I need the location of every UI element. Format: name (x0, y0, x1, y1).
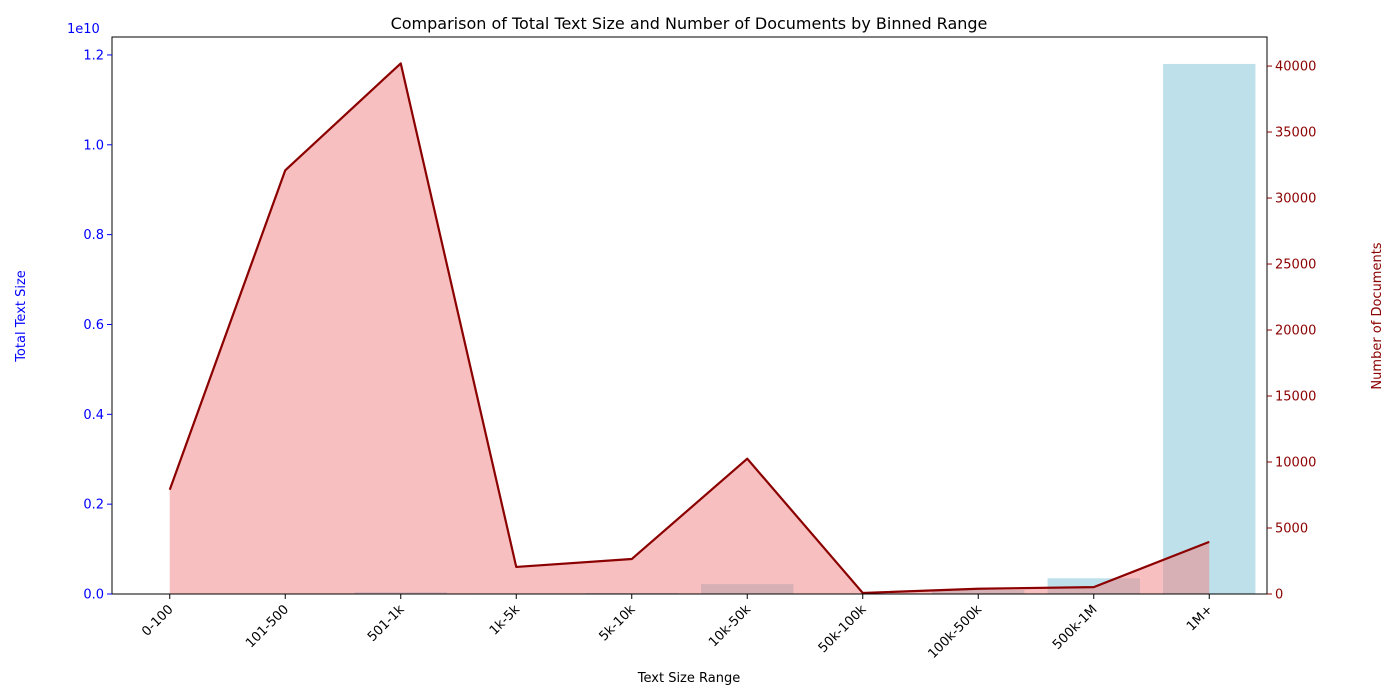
left-axis-label: Total Text Size (14, 270, 29, 363)
right-tick-label-6: 30000 (1275, 192, 1316, 207)
left-axis-multiplier: 1e10 (67, 22, 100, 37)
left-tick-label-1: 0.2 (83, 498, 104, 513)
right-axis-label: Number of Documents (1370, 242, 1385, 389)
left-tick-label-4: 0.8 (83, 228, 104, 243)
right-tick-label-5: 25000 (1275, 258, 1316, 273)
left-tick-label-3: 0.6 (83, 318, 104, 333)
left-tick-label-5: 1.0 (83, 138, 104, 153)
plot-frame (111, 36, 1268, 595)
right-tick-label-3: 15000 (1275, 390, 1316, 405)
x-axis-label: Text Size Range (637, 671, 740, 686)
right-tick-label-7: 35000 (1275, 126, 1316, 141)
right-tick-label-1: 5000 (1275, 522, 1308, 537)
right-tick-label-0: 0 (1275, 588, 1283, 603)
left-tick-label-6: 1.2 (83, 48, 104, 63)
bar-1M+ (1163, 63, 1256, 594)
line-layer (168, 62, 1210, 595)
documents-area (169, 63, 1210, 594)
right-tick-label-4: 20000 (1275, 324, 1316, 339)
area-layer (169, 63, 1210, 594)
left-tick-label-0: 0.0 (83, 588, 104, 603)
right-tick-label-2: 10000 (1275, 456, 1316, 471)
chart-title: Comparison of Total Text Size and Number… (391, 14, 988, 33)
documents-line (168, 62, 1210, 595)
left-tick-label-2: 0.4 (83, 408, 104, 423)
right-tick-label-8: 40000 (1275, 60, 1316, 75)
